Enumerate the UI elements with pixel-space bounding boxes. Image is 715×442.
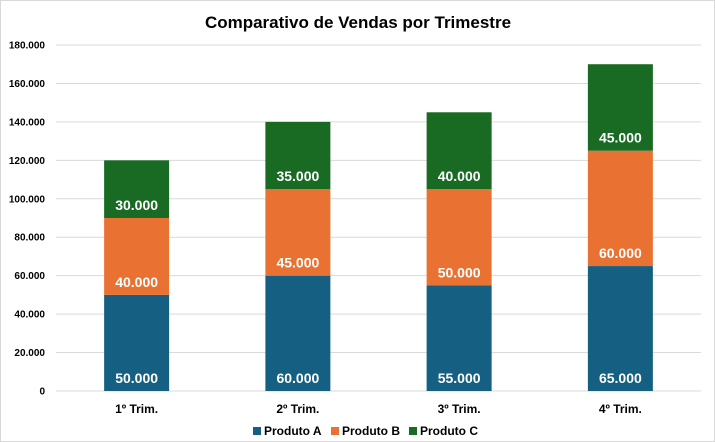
y-tick-label: 0	[39, 387, 45, 398]
y-tick-label: 120.000	[9, 156, 46, 167]
bar-segment	[426, 112, 492, 190]
data-label: 60.000	[599, 245, 642, 261]
bar-segment	[104, 160, 170, 218]
y-tick-label: 20.000	[14, 348, 45, 359]
legend-swatch	[331, 427, 339, 435]
y-tick-label: 40.000	[14, 310, 45, 321]
bar-segment	[104, 218, 170, 295]
chart-title: Comparativo de Vendas por Trimestre	[205, 13, 511, 32]
y-tick-label: 160.000	[9, 79, 46, 90]
legend-label: Produto C	[420, 424, 478, 438]
data-label: 35.000	[276, 168, 319, 184]
bar-segment	[426, 189, 492, 286]
y-axis-tick-labels: 0 20.000 40.000 60.000 80.000 100.000 120.000 1…	[9, 41, 46, 398]
legend-swatch	[409, 427, 417, 435]
legend-label: Produto A	[264, 424, 322, 438]
bar-segment	[587, 64, 653, 151]
bar-segment	[265, 121, 331, 190]
data-label: 45.000	[276, 255, 319, 271]
legend-swatch	[253, 427, 261, 435]
data-label: 40.000	[438, 168, 481, 184]
legend: Produto A Produto B Produto C	[253, 424, 478, 438]
data-label: 50.000	[115, 370, 158, 386]
bar-segment	[587, 150, 653, 267]
x-tick-label: 1º Trim.	[115, 402, 158, 416]
legend-label: Produto B	[342, 424, 400, 438]
x-tick-label: 2º Trim.	[276, 402, 319, 416]
bars	[104, 64, 653, 391]
x-tick-label: 4º Trim.	[599, 402, 642, 416]
x-axis-tick-labels: 1º Trim. 2º Trim. 3º Trim. 4º Trim.	[115, 402, 642, 416]
data-label: 40.000	[115, 274, 158, 290]
bar-segment	[104, 294, 170, 391]
data-label: 30.000	[115, 197, 158, 213]
bar-segment	[587, 266, 653, 391]
data-label: 60.000	[276, 370, 319, 386]
y-tick-label: 80.000	[14, 233, 45, 244]
y-tick-label: 100.000	[9, 194, 46, 205]
data-labels: 50.000 40.000 30.000 60.000 45.000 35.000 55.0…	[115, 130, 642, 386]
y-tick-label: 140.000	[9, 117, 46, 128]
bar-segment	[426, 285, 492, 391]
y-tick-label: 180.000	[9, 41, 46, 52]
data-label: 50.000	[438, 264, 481, 280]
data-label: 45.000	[599, 130, 642, 146]
data-label: 55.000	[438, 370, 481, 386]
data-label: 65.000	[599, 370, 642, 386]
bar-segment	[265, 189, 331, 276]
y-tick-label: 60.000	[14, 271, 45, 282]
bar-segment	[265, 275, 331, 391]
x-tick-label: 3º Trim.	[438, 402, 481, 416]
